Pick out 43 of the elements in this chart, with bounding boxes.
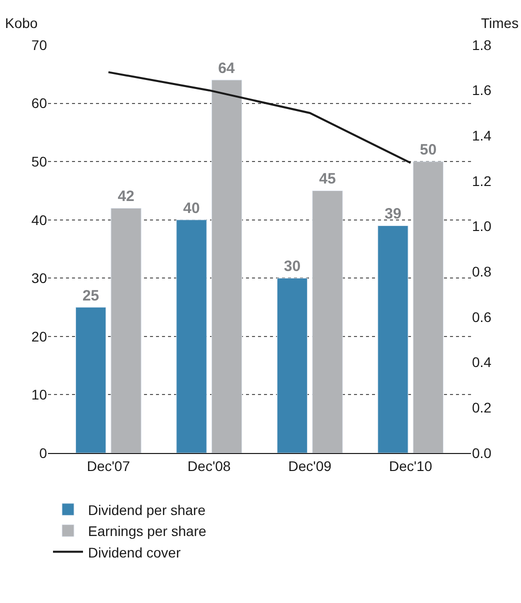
data-label: 40 [183, 200, 200, 217]
bar [412, 161, 444, 453]
y-tick-label: 20 [31, 328, 48, 344]
y2-tick-label: 1.8 [472, 36, 492, 53]
bar [312, 190, 343, 453]
bar [110, 208, 142, 453]
y2-tick-label: 0.2 [472, 400, 492, 416]
legend-label: Dividend per share [88, 502, 206, 518]
y2-tick-label: 0.4 [472, 354, 492, 370]
x-tick-label: Dec'07 [86, 458, 130, 474]
data-label: 25 [82, 287, 100, 304]
data-label: 42 [118, 188, 134, 206]
bar [176, 220, 207, 453]
y2-tick-label: 0.0 [472, 444, 492, 461]
data-label: 39 [384, 206, 402, 223]
x-tick-label: Dec'09 [288, 458, 332, 474]
data-label: 30 [284, 258, 301, 276]
y-tick-label: 0 [39, 444, 48, 461]
data-label: 64 [218, 60, 236, 77]
x-tick-label: Dec'08 [188, 458, 231, 474]
bar [211, 80, 242, 453]
data-label: 50 [420, 142, 437, 159]
y2-tick-label: 1.0 [472, 218, 492, 234]
y2-tick-label: 1.2 [472, 172, 492, 189]
y2-tick-label: 1.4 [472, 128, 492, 144]
y-tick-label: 10 [31, 386, 48, 403]
y-tick-label: 50 [31, 153, 48, 170]
y-tick-label: 60 [31, 95, 48, 112]
y2-tick-label: 0.8 [472, 264, 492, 280]
data-label: 45 [319, 170, 336, 188]
bar [75, 307, 106, 453]
bar [378, 225, 408, 453]
y-tick-label: 70 [31, 36, 48, 53]
y2-tick-label: 1.6 [472, 82, 492, 98]
legend-label: Dividend cover [88, 544, 181, 560]
y-axis-title: Kobo [5, 15, 38, 31]
y2-tick-label: 0.6 [472, 308, 492, 325]
bar [276, 278, 308, 453]
x-tick-label: Dec'10 [388, 458, 432, 474]
y-tick-label: 30 [31, 270, 48, 286]
y2-axis-title: Times [481, 15, 519, 31]
legend-label: Earnings per share [88, 523, 207, 540]
y-tick-label: 40 [31, 212, 48, 228]
